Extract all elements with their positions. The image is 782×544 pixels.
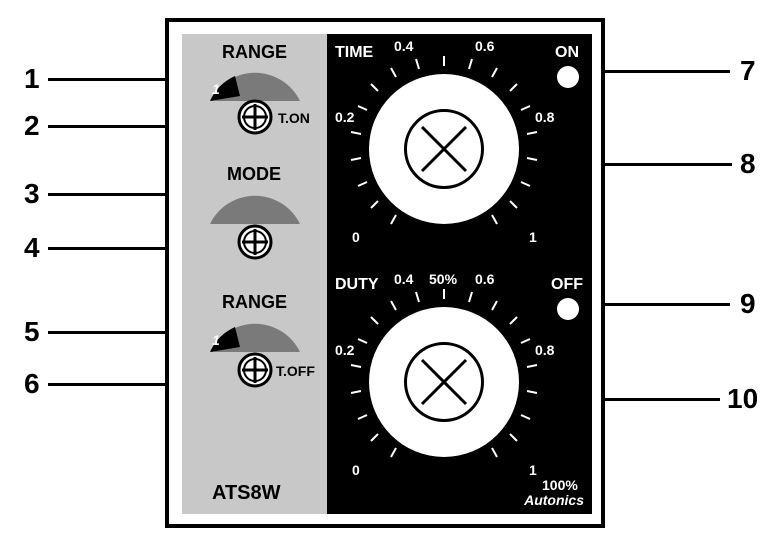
- callout-4: 4: [24, 232, 40, 264]
- brand-label: Autonics: [524, 492, 584, 508]
- range1-num: 1: [212, 81, 220, 97]
- right-panel: TIME 0.4 0.6 ON 0.2 0.8 0 1: [327, 34, 592, 514]
- range2-screw[interactable]: [237, 352, 273, 388]
- duty-max: 100%: [542, 477, 578, 493]
- off-led: [557, 298, 579, 320]
- duty-dial-knob[interactable]: [404, 342, 484, 422]
- on-led: [557, 66, 579, 88]
- range1-label: RANGE: [222, 42, 287, 63]
- on-label: ON: [555, 44, 579, 62]
- time-dial-knob[interactable]: [404, 109, 484, 189]
- mode-screw[interactable]: [237, 224, 273, 260]
- callout-10: 10: [727, 383, 758, 415]
- range2-num: 1: [212, 332, 220, 348]
- callout-8: 8: [740, 148, 756, 180]
- range1-sub: T.ON: [278, 110, 310, 126]
- timer-device: RANGE 1 T.ON MODE RANGE 1 T.OFF ATS8W: [165, 18, 605, 528]
- callout-6: 6: [24, 368, 40, 400]
- time-dial[interactable]: [369, 74, 519, 224]
- range2-sub: T.OFF: [276, 363, 315, 379]
- callout-line-9: [590, 303, 730, 306]
- duty-dial[interactable]: [369, 307, 519, 457]
- range2-label: RANGE: [222, 292, 287, 313]
- range1-screw[interactable]: [237, 99, 273, 135]
- mode-label: MODE: [227, 164, 281, 185]
- callout-7: 7: [740, 55, 756, 87]
- left-panel: RANGE 1 T.ON MODE RANGE 1 T.OFF ATS8W: [182, 34, 327, 514]
- off-label: OFF: [551, 276, 583, 294]
- callout-3: 3: [24, 178, 40, 210]
- callout-5: 5: [24, 316, 40, 348]
- callout-9: 9: [740, 288, 756, 320]
- callout-line-7: [590, 70, 730, 73]
- callout-1: 1: [24, 63, 40, 95]
- callout-2: 2: [24, 110, 40, 142]
- model-label: ATS8W: [212, 482, 281, 505]
